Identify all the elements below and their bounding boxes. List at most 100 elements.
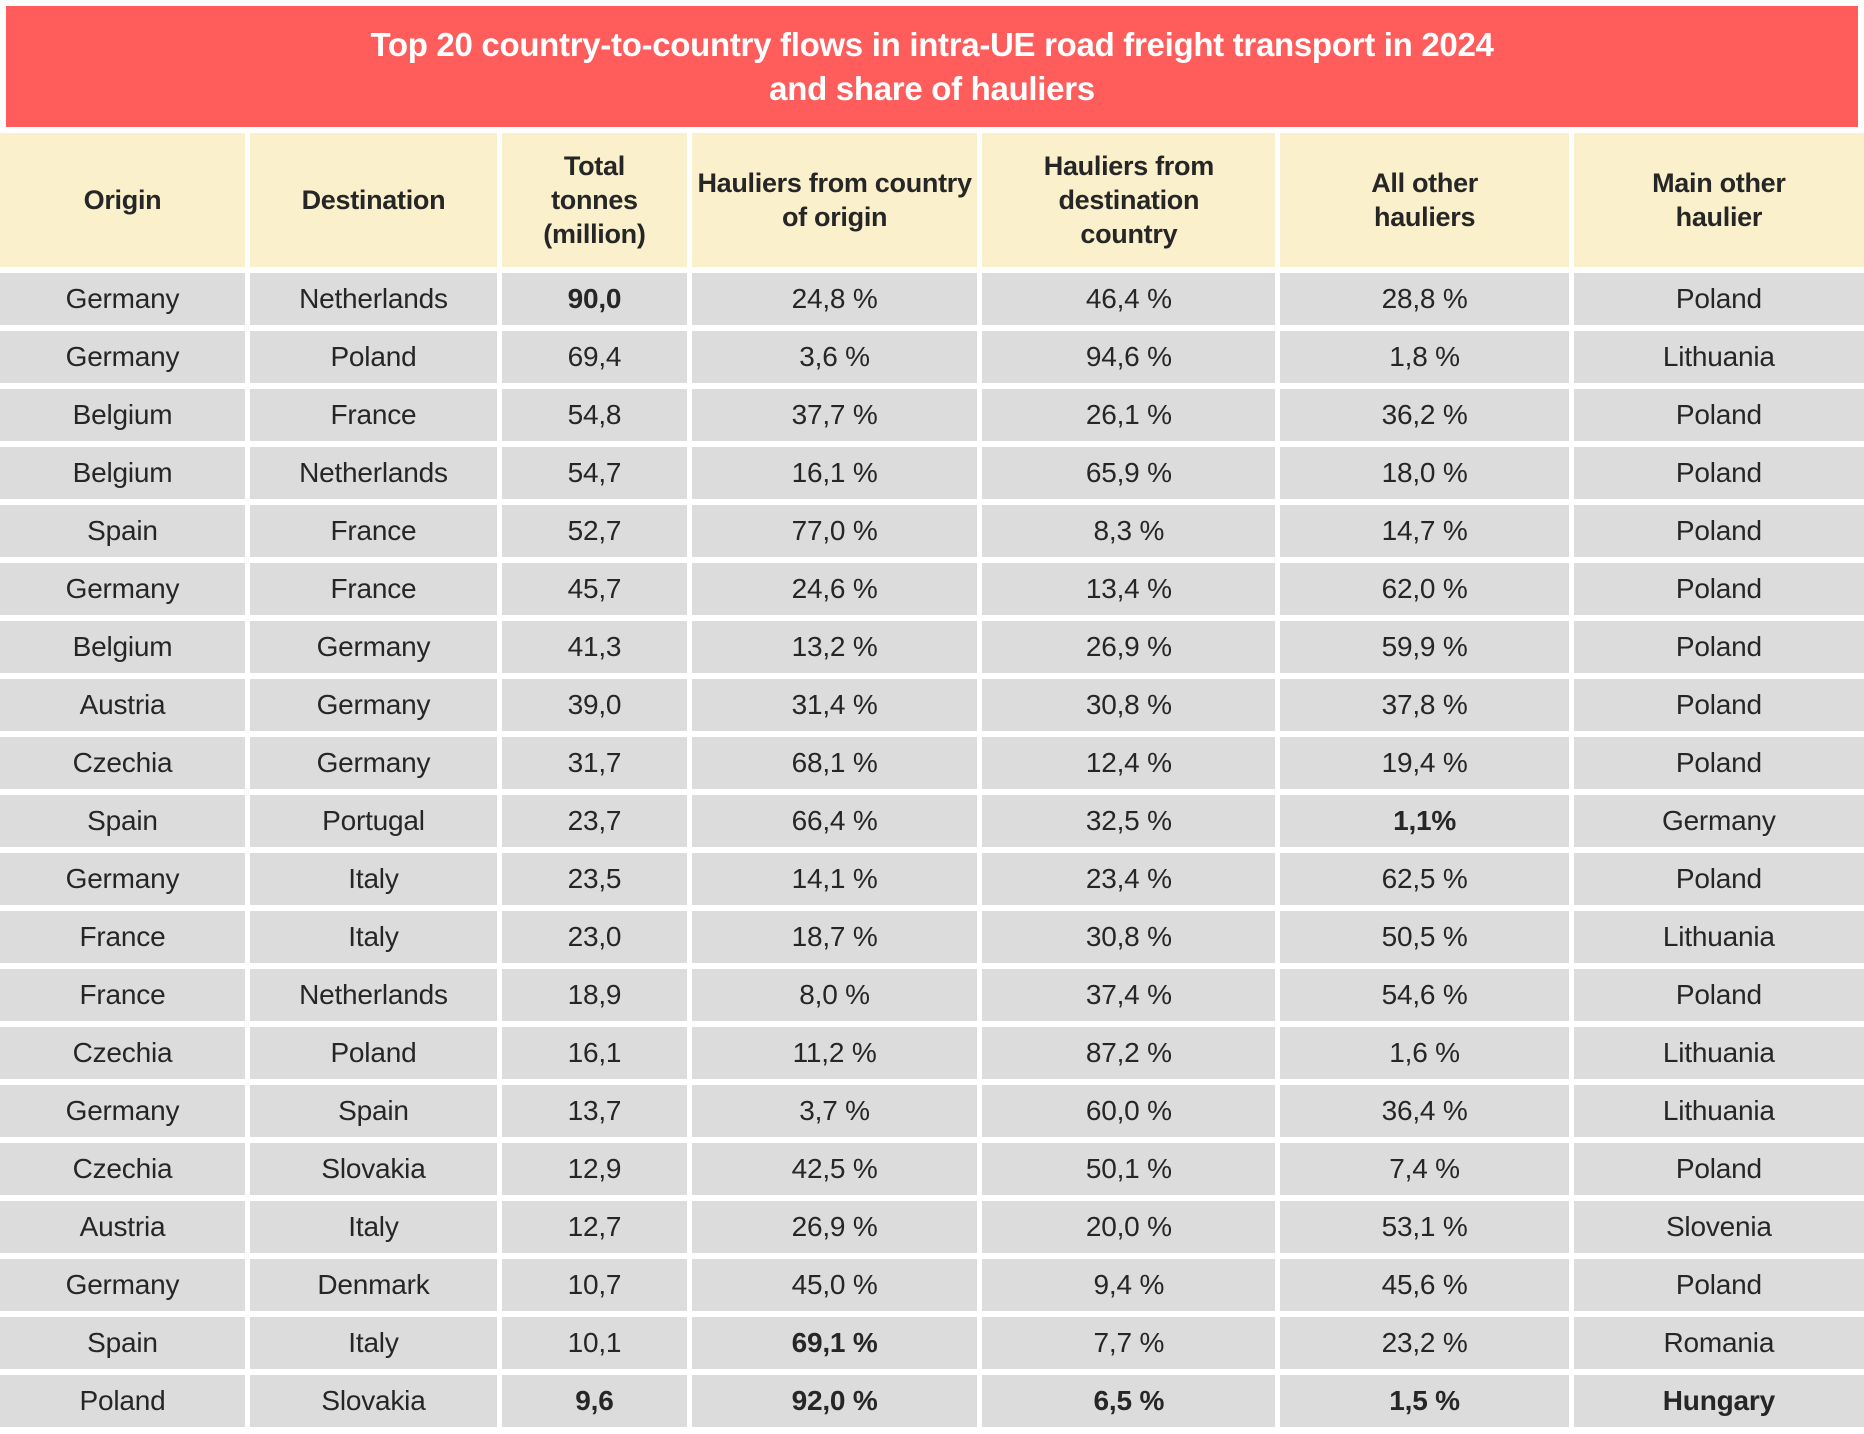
table-row: Spain France 52,7 77,0 % 8,3 % 14,7 % Poland xyxy=(0,505,1864,557)
cell-dest_share: 26,9 % xyxy=(982,621,1276,673)
cell-other_share: 62,0 % xyxy=(1280,563,1569,615)
column-header-total-tonnes: Total tonnes (million) xyxy=(501,133,687,267)
cell-other_share: 62,5 % xyxy=(1280,853,1569,905)
cell-origin: France xyxy=(0,911,245,963)
cell-origin_share: 3,6 % xyxy=(691,331,978,383)
cell-other_share: 53,1 % xyxy=(1280,1201,1569,1253)
table-row: Germany Poland 69,4 3,6 % 94,6 % 1,8 % Lithuan… xyxy=(0,331,1864,383)
cell-origin_share: 37,7 % xyxy=(691,389,978,441)
cell-dest_share: 60,0 % xyxy=(982,1085,1276,1137)
cell-tonnes: 23,0 xyxy=(501,911,687,963)
cell-tonnes: 12,7 xyxy=(501,1201,687,1253)
cell-origin_share: 42,5 % xyxy=(691,1143,978,1195)
cell-main_other: Poland xyxy=(1573,679,1864,731)
cell-tonnes: 39,0 xyxy=(501,679,687,731)
table-body: Germany Netherlands 90,0 24,8 % 46,4 % 28,8 %… xyxy=(0,273,1864,1427)
cell-origin_share: 8,0 % xyxy=(691,969,978,1021)
cell-tonnes: 10,7 xyxy=(501,1259,687,1311)
column-header-all-other-hauliers: All other hauliers xyxy=(1280,133,1569,267)
cell-origin_share: 13,2 % xyxy=(691,621,978,673)
cell-tonnes: 54,7 xyxy=(501,447,687,499)
cell-destination: Netherlands xyxy=(249,273,497,325)
table-title-bar: Top 20 country-to-country flows in intra… xyxy=(6,6,1858,127)
cell-destination: Germany xyxy=(249,679,497,731)
cell-origin_share: 18,7 % xyxy=(691,911,978,963)
cell-tonnes: 90,0 xyxy=(501,273,687,325)
cell-origin_share: 14,1 % xyxy=(691,853,978,905)
cell-origin_share: 3,7 % xyxy=(691,1085,978,1137)
cell-dest_share: 50,1 % xyxy=(982,1143,1276,1195)
cell-dest_share: 30,8 % xyxy=(982,679,1276,731)
cell-main_other: Poland xyxy=(1573,969,1864,1021)
cell-main_other: Poland xyxy=(1573,273,1864,325)
cell-main_other: Poland xyxy=(1573,737,1864,789)
cell-origin_share: 69,1 % xyxy=(691,1317,978,1369)
cell-origin: Germany xyxy=(0,331,245,383)
cell-other_share: 19,4 % xyxy=(1280,737,1569,789)
cell-destination: Germany xyxy=(249,621,497,673)
cell-destination: Slovakia xyxy=(249,1375,497,1427)
cell-origin: Austria xyxy=(0,1201,245,1253)
cell-other_share: 18,0 % xyxy=(1280,447,1569,499)
table-row: Spain Italy 10,1 69,1 % 7,7 % 23,2 % Romania xyxy=(0,1317,1864,1369)
cell-origin: Czechia xyxy=(0,1027,245,1079)
cell-dest_share: 32,5 % xyxy=(982,795,1276,847)
cell-dest_share: 12,4 % xyxy=(982,737,1276,789)
cell-tonnes: 13,7 xyxy=(501,1085,687,1137)
cell-main_other: Romania xyxy=(1573,1317,1864,1369)
cell-destination: Italy xyxy=(249,911,497,963)
cell-main_other: Germany xyxy=(1573,795,1864,847)
cell-origin: Belgium xyxy=(0,447,245,499)
table-row: Austria Germany 39,0 31,4 % 30,8 % 37,8 % Pola… xyxy=(0,679,1864,731)
cell-tonnes: 45,7 xyxy=(501,563,687,615)
cell-other_share: 36,2 % xyxy=(1280,389,1569,441)
cell-other_share: 1,6 % xyxy=(1280,1027,1569,1079)
cell-origin: Spain xyxy=(0,1317,245,1369)
table-row: Belgium Netherlands 54,7 16,1 % 65,9 % 18,0 %… xyxy=(0,447,1864,499)
cell-main_other: Poland xyxy=(1573,447,1864,499)
cell-main_other: Poland xyxy=(1573,853,1864,905)
column-header-origin: Origin xyxy=(0,133,245,267)
cell-origin_share: 77,0 % xyxy=(691,505,978,557)
cell-other_share: 50,5 % xyxy=(1280,911,1569,963)
cell-main_other: Poland xyxy=(1573,505,1864,557)
cell-other_share: 1,1% xyxy=(1280,795,1569,847)
table-row: Poland Slovakia 9,6 92,0 % 6,5 % 1,5 % Hungary xyxy=(0,1375,1864,1427)
cell-main_other: Poland xyxy=(1573,1259,1864,1311)
cell-origin: Germany xyxy=(0,563,245,615)
column-header-hauliers-destination-label: Hauliers from destination country xyxy=(1043,151,1214,249)
column-header-destination: Destination xyxy=(249,133,497,267)
cell-other_share: 37,8 % xyxy=(1280,679,1569,731)
cell-dest_share: 20,0 % xyxy=(982,1201,1276,1253)
cell-dest_share: 6,5 % xyxy=(982,1375,1276,1427)
cell-main_other: Lithuania xyxy=(1573,911,1864,963)
cell-origin: Spain xyxy=(0,505,245,557)
table-row: Germany Italy 23,5 14,1 % 23,4 % 62,5 % Poland xyxy=(0,853,1864,905)
cell-destination: Germany xyxy=(249,737,497,789)
column-header-main-other-haulier-label: Main other haulier xyxy=(1652,168,1786,232)
table-title-line2: and share of hauliers xyxy=(769,69,1095,107)
table-row: Germany France 45,7 24,6 % 13,4 % 62,0 % Polan… xyxy=(0,563,1864,615)
cell-main_other: Lithuania xyxy=(1573,331,1864,383)
cell-destination: Poland xyxy=(249,331,497,383)
cell-dest_share: 65,9 % xyxy=(982,447,1276,499)
cell-origin: Austria xyxy=(0,679,245,731)
cell-dest_share: 30,8 % xyxy=(982,911,1276,963)
table-header-row: Origin Destination Total tonnes (million… xyxy=(0,133,1864,267)
cell-destination: France xyxy=(249,563,497,615)
cell-dest_share: 37,4 % xyxy=(982,969,1276,1021)
cell-main_other: Lithuania xyxy=(1573,1027,1864,1079)
freight-flows-table: Top 20 country-to-country flows in intra… xyxy=(0,6,1864,1434)
cell-origin: Belgium xyxy=(0,389,245,441)
table-row: Spain Portugal 23,7 66,4 % 32,5 % 1,1% Germany xyxy=(0,795,1864,847)
cell-main_other: Lithuania xyxy=(1573,1085,1864,1137)
table-row: Czechia Slovakia 12,9 42,5 % 50,1 % 7,4 % Pola… xyxy=(0,1143,1864,1195)
table-title-line1: Top 20 country-to-country flows in intra… xyxy=(370,25,1494,63)
cell-dest_share: 87,2 % xyxy=(982,1027,1276,1079)
cell-main_other: Poland xyxy=(1573,621,1864,673)
cell-tonnes: 41,3 xyxy=(501,621,687,673)
table-row: Belgium Germany 41,3 13,2 % 26,9 % 59,9 % Pola… xyxy=(0,621,1864,673)
cell-destination: Netherlands xyxy=(249,447,497,499)
cell-tonnes: 16,1 xyxy=(501,1027,687,1079)
table-row: Austria Italy 12,7 26,9 % 20,0 % 53,1 % Sloven… xyxy=(0,1201,1864,1253)
